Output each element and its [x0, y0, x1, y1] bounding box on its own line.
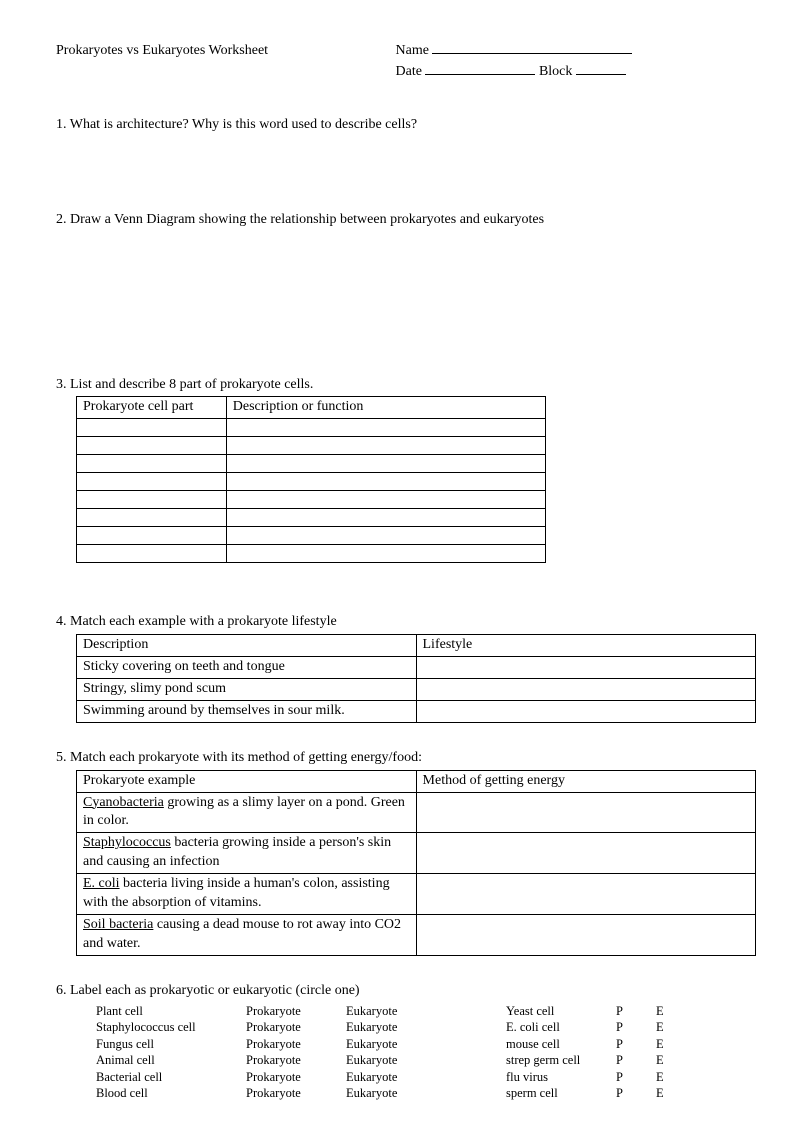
q3-cell[interactable]	[77, 473, 227, 491]
date-blank[interactable]	[425, 63, 535, 75]
q3-cell[interactable]	[77, 491, 227, 509]
q6-left-item: Plant cell	[96, 1003, 246, 1020]
q5-desc: E. coli bacteria living inside a human's…	[77, 874, 417, 915]
q3-cell[interactable]	[226, 437, 545, 455]
q6-opt-prokaryote[interactable]: Prokaryote	[246, 1019, 346, 1036]
q5-header-1: Prokaryote example	[77, 770, 417, 792]
q6-opt-eukaryote[interactable]: Eukaryote	[346, 1052, 506, 1069]
q3-cell[interactable]	[226, 473, 545, 491]
q6-left-item: Blood cell	[96, 1085, 246, 1102]
q6-opt-p[interactable]: P	[616, 1085, 656, 1102]
q4-desc: Stringy, slimy pond scum	[77, 679, 417, 701]
q6-opt-p[interactable]: P	[616, 1003, 656, 1020]
q4-desc: Sticky covering on teeth and tongue	[77, 657, 417, 679]
q6-opt-prokaryote[interactable]: Prokaryote	[246, 1003, 346, 1020]
q3-cell[interactable]	[77, 545, 227, 563]
q4-answer[interactable]	[416, 679, 756, 701]
name-label: Name	[396, 43, 429, 58]
q3-cell[interactable]	[226, 491, 545, 509]
q6-opt-eukaryote[interactable]: Eukaryote	[346, 1036, 506, 1053]
question-6: 6. Label each as prokaryotic or eukaryot…	[56, 982, 735, 1001]
q5-answer[interactable]	[416, 874, 755, 915]
q6-right-item: E. coli cell	[506, 1019, 616, 1036]
q3-cell[interactable]	[226, 455, 545, 473]
q4-header-2: Lifestyle	[416, 635, 756, 657]
q6-opt-p[interactable]: P	[616, 1036, 656, 1053]
q4-desc: Swimming around by themselves in sour mi…	[77, 700, 417, 722]
q6-opt-p[interactable]: P	[616, 1052, 656, 1069]
q6-left-item: Animal cell	[96, 1052, 246, 1069]
q6-right-item: flu virus	[506, 1069, 616, 1086]
name-blank[interactable]	[432, 42, 632, 54]
q5-header-2: Method of getting energy	[416, 770, 755, 792]
q6-opt-p[interactable]: P	[616, 1069, 656, 1086]
q4-table: Description Lifestyle Sticky covering on…	[76, 634, 756, 723]
q6-opt-e[interactable]: E	[656, 1036, 686, 1053]
q6-left-item: Fungus cell	[96, 1036, 246, 1053]
q6-opt-eukaryote[interactable]: Eukaryote	[346, 1003, 506, 1020]
q6-opt-prokaryote[interactable]: Prokaryote	[246, 1036, 346, 1053]
worksheet-title: Prokaryotes vs Eukaryotes Worksheet	[56, 42, 396, 61]
question-3: 3. List and describe 8 part of prokaryot…	[56, 376, 735, 395]
question-2: 2. Draw a Venn Diagram showing the relat…	[56, 211, 735, 230]
q6-right-item: sperm cell	[506, 1085, 616, 1102]
q6-opt-prokaryote[interactable]: Prokaryote	[246, 1069, 346, 1086]
q6-opt-eukaryote[interactable]: Eukaryote	[346, 1019, 506, 1036]
q6-opt-prokaryote[interactable]: Prokaryote	[246, 1052, 346, 1069]
block-blank[interactable]	[576, 63, 626, 75]
q6-opt-e[interactable]: E	[656, 1019, 686, 1036]
q4-answer[interactable]	[416, 657, 756, 679]
q3-cell[interactable]	[226, 419, 545, 437]
question-1: 1. What is architecture? Why is this wor…	[56, 116, 735, 135]
q3-cell[interactable]	[77, 455, 227, 473]
q6-opt-p[interactable]: P	[616, 1019, 656, 1036]
q5-answer[interactable]	[416, 833, 755, 874]
question-4: 4. Match each example with a prokaryote …	[56, 613, 735, 632]
q6-right-item: strep germ cell	[506, 1052, 616, 1069]
q6-opt-e[interactable]: E	[656, 1052, 686, 1069]
q3-cell[interactable]	[77, 527, 227, 545]
q3-table: Prokaryote cell part Description or func…	[76, 396, 546, 563]
q6-right-item: Yeast cell	[506, 1003, 616, 1020]
q3-cell[interactable]	[226, 545, 545, 563]
q3-cell[interactable]	[226, 527, 545, 545]
q3-cell[interactable]	[77, 437, 227, 455]
q6-left-item: Staphylococcus cell	[96, 1019, 246, 1036]
q6-opt-e[interactable]: E	[656, 1069, 686, 1086]
q5-answer[interactable]	[416, 914, 755, 955]
q5-desc: Soil bacteria causing a dead mouse to ro…	[77, 914, 417, 955]
q5-desc: Cyanobacteria growing as a slimy layer o…	[77, 792, 417, 833]
q3-header-2: Description or function	[226, 397, 545, 419]
q5-answer[interactable]	[416, 792, 755, 833]
q4-header-1: Description	[77, 635, 417, 657]
q5-desc: Staphylococcus bacteria growing inside a…	[77, 833, 417, 874]
question-5: 5. Match each prokaryote with its method…	[56, 749, 735, 768]
q3-cell[interactable]	[226, 509, 545, 527]
q4-answer[interactable]	[416, 700, 756, 722]
block-label: Block	[539, 64, 572, 79]
q6-right-item: mouse cell	[506, 1036, 616, 1053]
date-label: Date	[396, 64, 422, 79]
q6-opt-prokaryote[interactable]: Prokaryote	[246, 1085, 346, 1102]
q3-header-1: Prokaryote cell part	[77, 397, 227, 419]
q6-grid: Plant cell Staphylococcus cell Fungus ce…	[96, 1003, 735, 1102]
q6-left-item: Bacterial cell	[96, 1069, 246, 1086]
q5-table: Prokaryote example Method of getting ene…	[76, 770, 756, 956]
q6-opt-eukaryote[interactable]: Eukaryote	[346, 1069, 506, 1086]
q6-opt-e[interactable]: E	[656, 1003, 686, 1020]
q3-cell[interactable]	[77, 419, 227, 437]
q6-opt-eukaryote[interactable]: Eukaryote	[346, 1085, 506, 1102]
q3-cell[interactable]	[77, 509, 227, 527]
q6-opt-e[interactable]: E	[656, 1085, 686, 1102]
